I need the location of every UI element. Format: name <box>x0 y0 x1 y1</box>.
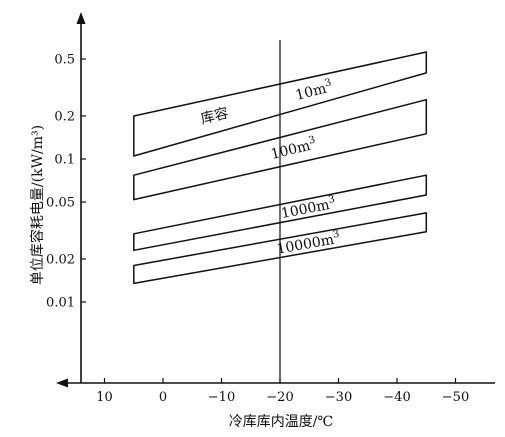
x-tick-label: −30 <box>325 390 352 405</box>
y-tick-label: 0.5 <box>54 53 75 68</box>
y-axis-title: 单位库容耗电量/(kW/m³) <box>29 125 46 285</box>
band-label: 10000m3 <box>275 229 341 258</box>
x-tick-label: −10 <box>208 390 235 405</box>
y-axis-arrow <box>76 12 86 24</box>
band-label: 10m3 <box>294 77 335 104</box>
y-tick-label: 0.02 <box>46 252 75 267</box>
x-axis-arrow <box>56 378 68 388</box>
x-axis-title: 冷库库内温度/℃ <box>229 414 333 430</box>
capacity-legend-title: 库容 <box>199 104 230 127</box>
x-ticks: 10 0 −10 −20 −30 −40 −50 <box>96 378 469 405</box>
y-ticks: 0.01 0.02 0.05 0.1 0.2 0.5 <box>46 53 86 311</box>
y-tick-label: 0.1 <box>54 153 75 168</box>
x-tick-label: −40 <box>383 390 410 405</box>
y-tick-label: 0.2 <box>54 109 75 124</box>
x-tick-label: 10 <box>96 390 113 405</box>
x-tick-label: −50 <box>442 390 469 405</box>
x-tick-label: 0 <box>159 390 167 405</box>
axes <box>56 12 495 388</box>
y-tick-label: 0.05 <box>46 196 75 211</box>
x-tick-label: −20 <box>266 390 293 405</box>
y-tick-label: 0.01 <box>46 296 75 311</box>
